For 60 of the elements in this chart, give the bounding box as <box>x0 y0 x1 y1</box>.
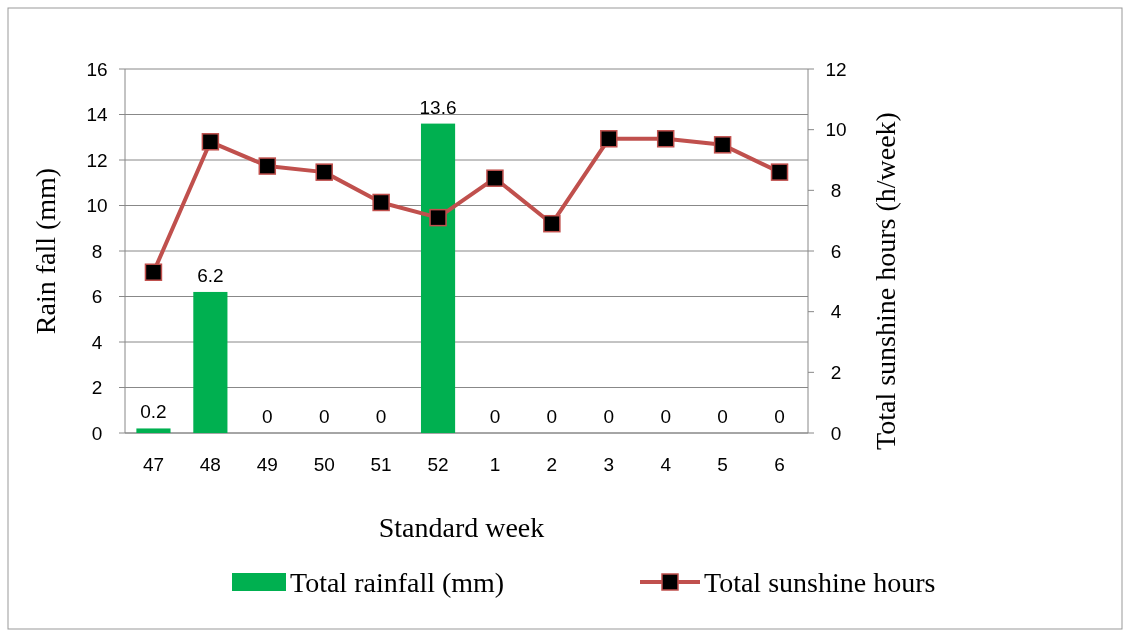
y2-tick-label: 4 <box>830 301 842 323</box>
data-label: 0 <box>717 406 728 427</box>
point <box>486 169 504 187</box>
y2-tick-label: 0 <box>830 422 842 444</box>
y2-tick-label: 2 <box>830 361 842 383</box>
x-tick-label: 2 <box>546 454 558 475</box>
data-label: 13.6 <box>419 96 457 118</box>
data-label: 0 <box>774 406 785 427</box>
data-label: 6.2 <box>197 264 224 286</box>
x-tick-label: 49 <box>256 454 278 475</box>
x-tick-label: 47 <box>142 454 165 475</box>
x-tick-label: 3 <box>603 454 615 475</box>
data-label: 0 <box>489 406 501 427</box>
y-tick-label: 6 <box>91 286 103 308</box>
point <box>543 214 561 233</box>
point <box>600 130 618 148</box>
point <box>201 133 220 151</box>
y-tick-label: 10 <box>86 195 108 217</box>
x-tick-label: 4 <box>660 454 672 475</box>
y-tick-label: 2 <box>91 377 103 399</box>
bar <box>136 428 171 433</box>
y-tick-label: 0 <box>91 422 103 444</box>
x-tick-label: 50 <box>313 454 335 475</box>
y-tick-label: 16 <box>86 58 108 80</box>
y2-tick-label: 8 <box>830 179 842 201</box>
point <box>315 163 333 181</box>
data-label: 0 <box>262 406 273 427</box>
y-tick-label: 4 <box>91 331 103 353</box>
bar <box>193 291 228 433</box>
data-label: 0 <box>318 406 330 427</box>
point <box>429 208 447 227</box>
point <box>770 163 789 181</box>
y-tick-label: 14 <box>86 104 108 126</box>
legend-label: Total sunshine hours <box>704 566 936 598</box>
data-label: 0 <box>546 406 558 427</box>
point <box>372 193 390 212</box>
x-tick-label: 1 <box>489 454 501 475</box>
x-tick-label: 5 <box>717 454 728 475</box>
y2-tick-label: 12 <box>825 58 847 80</box>
point <box>144 263 163 281</box>
y-axis-title: Rain fall (mm) <box>30 167 61 335</box>
point <box>656 130 675 148</box>
y-tick-label: 8 <box>91 240 103 262</box>
bar <box>420 123 456 433</box>
y-tick-label: 12 <box>86 149 108 171</box>
legend-label: Total rainfall (mm) <box>290 566 505 598</box>
y2-tick-label: 10 <box>825 119 847 141</box>
point <box>258 157 277 175</box>
data-label: 0 <box>660 406 671 427</box>
y2-tick-label: 6 <box>830 240 842 262</box>
y2-axis-title: Total sunshine hours (h/week) <box>870 112 901 450</box>
x-tick-label: 48 <box>199 454 221 475</box>
point <box>713 136 732 154</box>
x-tick-label: 51 <box>370 454 392 475</box>
x-tick-label: 52 <box>427 454 449 475</box>
data-label: 0 <box>603 406 615 427</box>
x-tick-label: 6 <box>774 454 785 475</box>
data-label: 0.2 <box>140 401 167 423</box>
data-label: 0 <box>375 406 387 427</box>
x-axis-title: Standard week <box>378 512 545 543</box>
